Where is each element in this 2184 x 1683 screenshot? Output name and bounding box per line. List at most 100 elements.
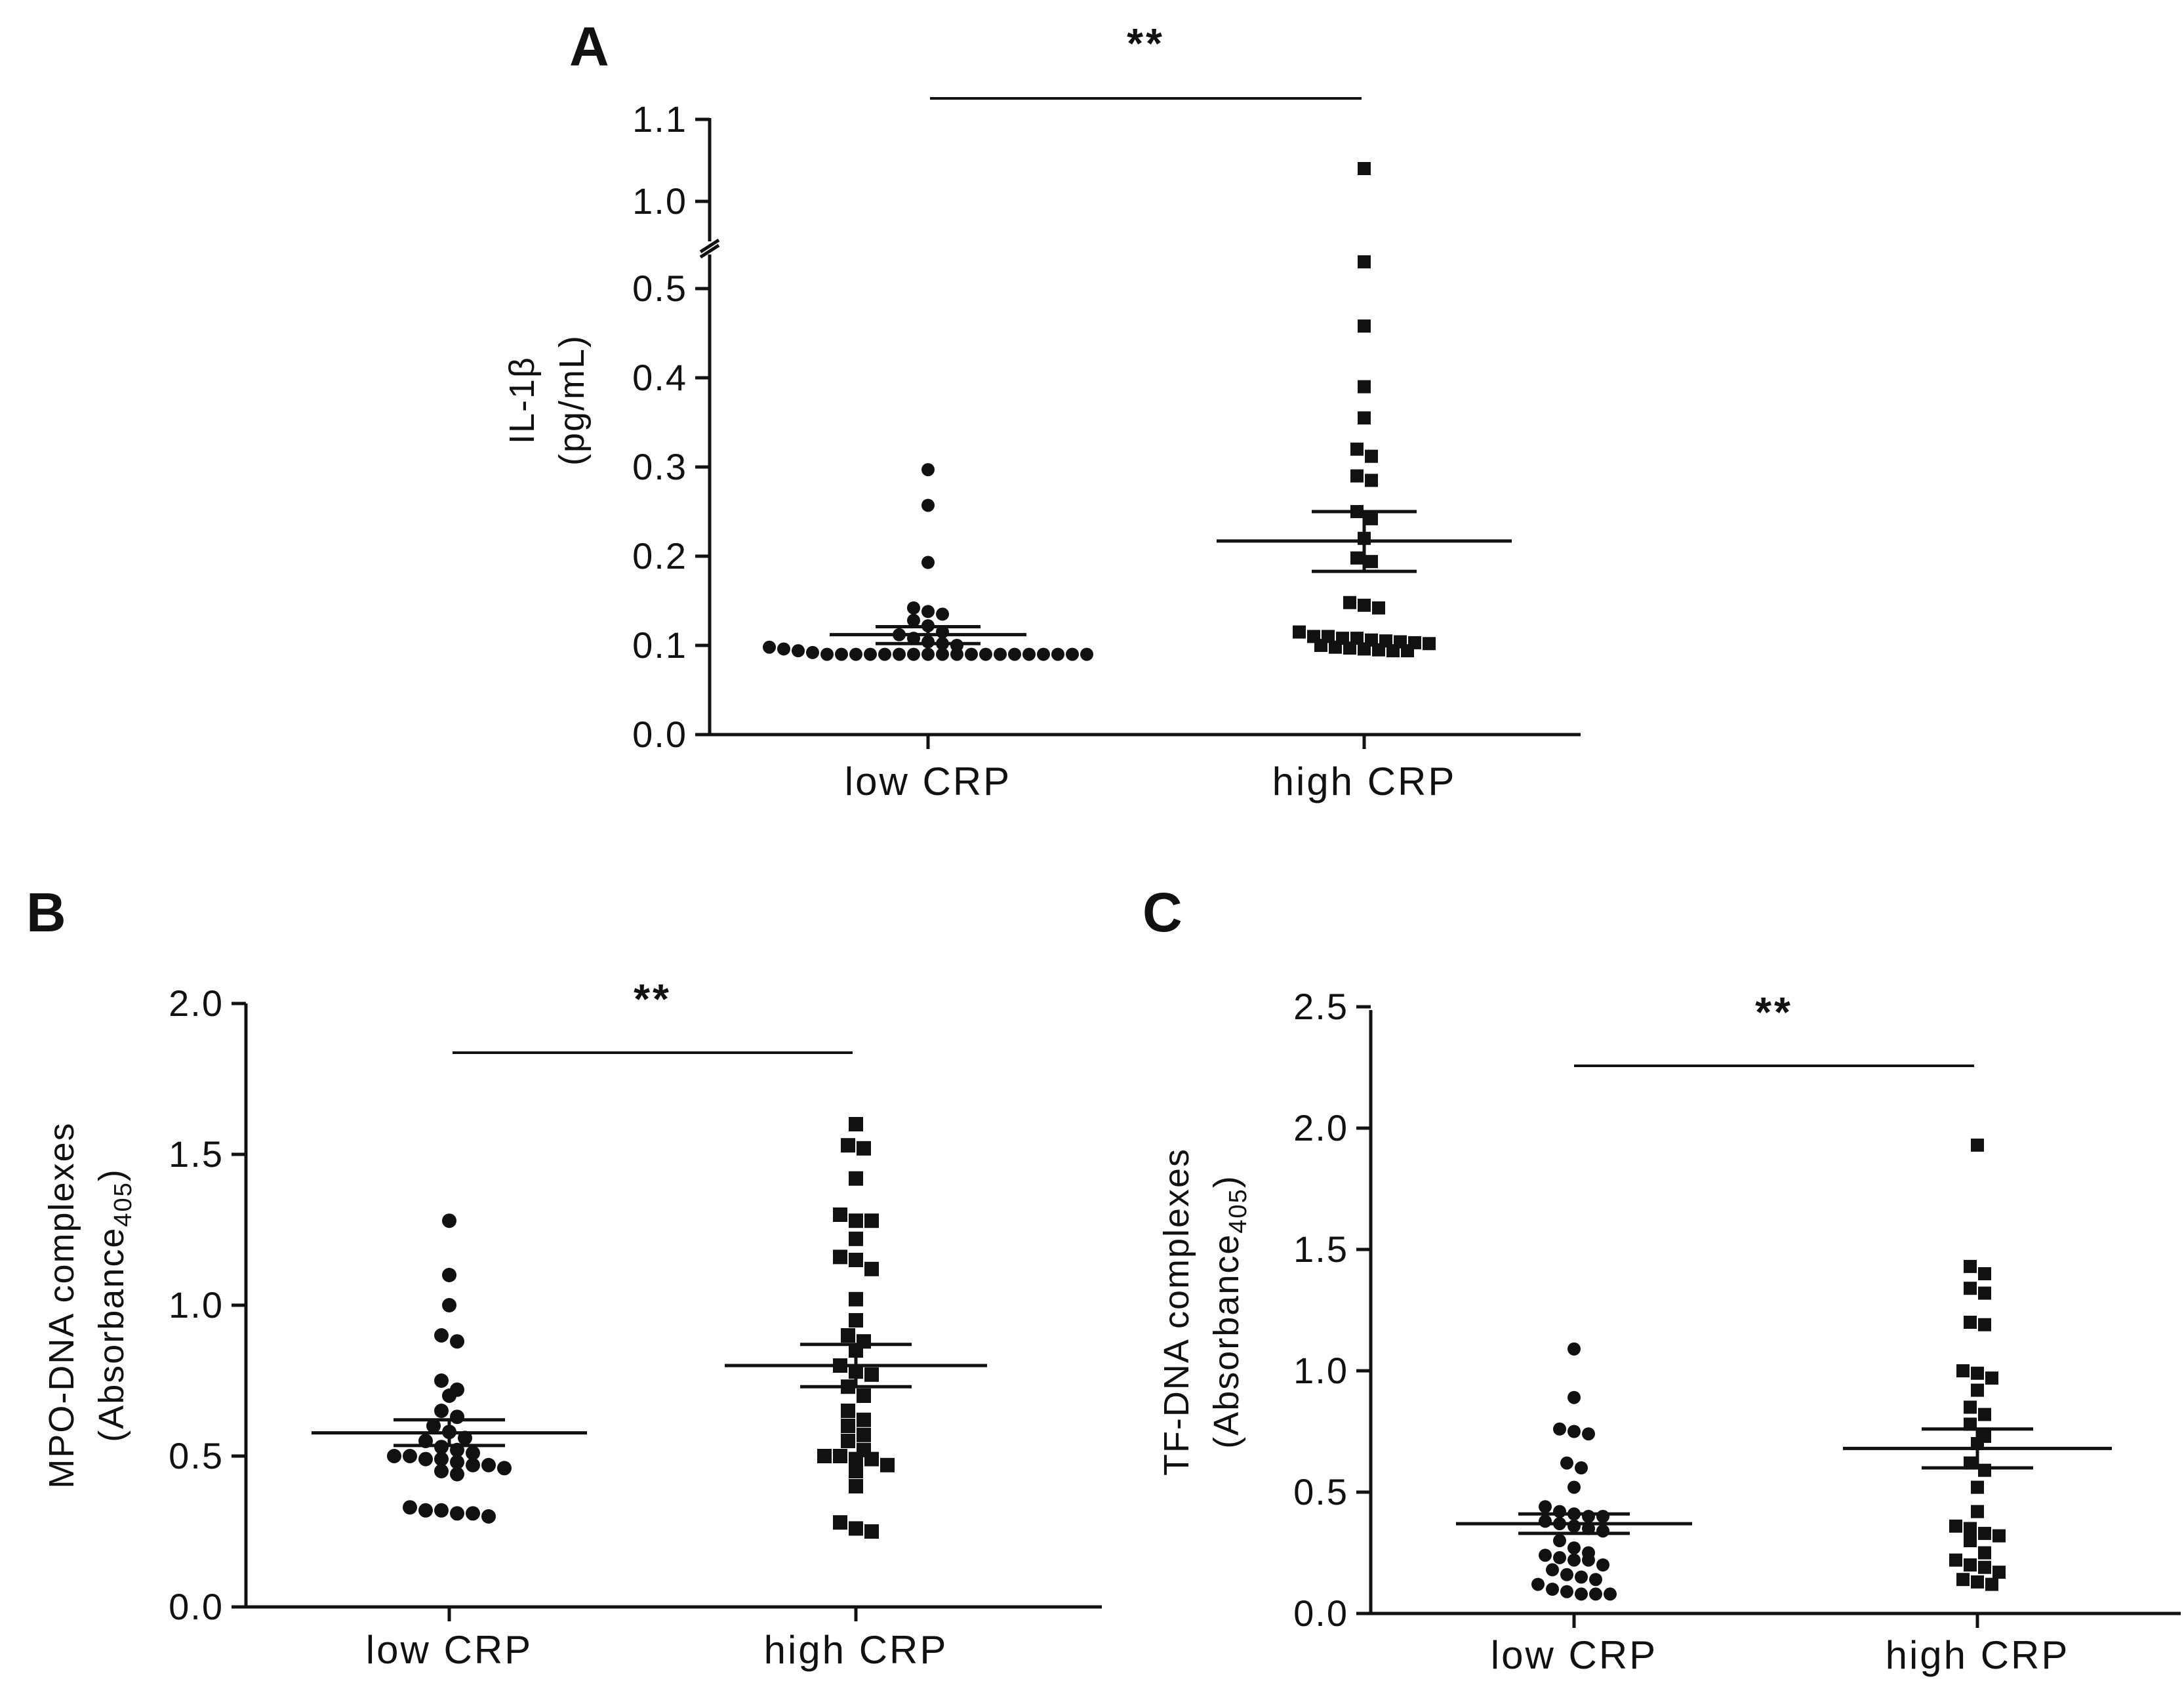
panel-b-low-crp-point [418,1503,433,1518]
panel-b-y-tick-label: 1.0 [169,1284,224,1326]
panel-a-letter: A [569,16,609,77]
panel-a-low-crp-point [994,647,1007,661]
panel-b-low-crp-point [481,1509,496,1524]
panel-c-high-crp-point [1964,1558,1977,1571]
panel-b-high-crp-point [857,1427,871,1442]
panel-a-low-crp-point [835,647,848,661]
panel-a-axis-break-mark-2 [699,243,720,259]
panel-a-y-tick-label: 0.2 [632,535,687,577]
panel-a-low-crp-point [763,640,776,654]
panel-b-high-crp-point [849,1521,863,1536]
panel-a-high-crp-point [1350,551,1364,565]
panel-b-high-crp-point [833,1207,847,1222]
panel-b-high-crp-point [857,1141,871,1156]
panel-c-y-axis-title-close: ) [1207,1175,1246,1188]
panel-b-y-ticks: 0.0 0.5 1.0 1.5 2.0 [169,983,246,1627]
panel-b-high-crp-point [849,1291,863,1307]
panel-c-y-tick-label: 2.0 [1293,1107,1348,1148]
panel-c-y-axis-title-line-2: (Absorbance405) [1207,1175,1252,1449]
panel-c-low-crp-point [1575,1570,1588,1584]
panel-a-y-tick-label: 1.0 [632,180,687,222]
panel-b-high-crp-point [864,1261,879,1276]
panel-a-low-crp-point [777,642,790,656]
panel-b-low-crp-point [466,1457,480,1472]
panel-a-y-tick-label: 0.0 [632,714,687,755]
panel-a-high-crp-point [1358,319,1371,333]
panel-a-high-crp-point [1365,555,1378,569]
panel-a-low-crp-point [936,607,949,621]
panel-b-low-crp-point [434,1328,449,1343]
panel-c-low-crp-point [1560,1568,1573,1581]
panel-c-mean-sem [1456,1427,2112,1535]
panel-b-low-crp-point [426,1419,441,1433]
panel-b-low-crp-point [450,1455,464,1470]
panel-c-high-crp-point [1964,1259,1977,1273]
panel-c-high-crp-point [1971,1480,1984,1494]
panel-b-high-crp-point [849,1451,863,1467]
panel-c-low-crp-point [1596,1558,1609,1571]
panel-c-x-ticks [1572,1613,1979,1628]
panel-c-category-low-crp: low CRP [1491,1633,1657,1677]
panel-b-high-crp-point [841,1328,855,1343]
panel-b-y-axis-title-line-2: (Absorbance405) [92,1168,137,1442]
panel-c-high-crp-point [1964,1400,1977,1414]
panel-a-high-crp-point [1343,596,1356,609]
panel-a-high-crp-point [1329,640,1342,654]
panel-b-low-crp-point [434,1451,449,1467]
panel-a-high-crp-point [1365,474,1378,487]
panel-c-high-crp-point [1956,1573,1970,1587]
panel-a-low-crp-point [907,601,920,615]
panel-c-high-crp-point [1978,1526,1991,1540]
panel-b-low-crp-point [442,1213,456,1228]
panel-c-letter: C [1143,882,1183,943]
panel-b-low-crp-point [403,1449,417,1463]
panel-a-low-crp-point [965,647,978,661]
panel-c-high-crp-point [1964,1282,1977,1295]
panel-a-low-crp-point [950,647,963,661]
panel-a-high-crp-point [1358,598,1371,612]
panel-c-low-crp-point [1553,1422,1566,1436]
panel-a-axis-break-mark [699,238,720,254]
panel-c-y-ticks: 0.0 0.5 1.0 1.5 2.0 2.5 [1293,986,1371,1634]
panel-a-low-crp-point [893,647,906,661]
panel-c-high-crp-point [1964,1522,1977,1535]
panel-c-high-crp-point [1949,1519,1962,1533]
panel-a-low-crp-point [1022,647,1036,661]
panel-b-category-low-crp: low CRP [366,1628,533,1672]
panel-a: A 0.0 0.1 0.2 0.3 0.4 0.5 1.0 1.1 low CRP high … [502,16,1581,803]
panel-a-high-crp-point [1350,469,1364,483]
panel-a-high-crp-point [1343,641,1356,655]
panel-c-low-crp-point [1589,1573,1602,1587]
panel-c-low-crp-point [1567,1541,1581,1555]
panel-a-high-crp-point [1314,639,1327,652]
panel-b-low-crp-point [466,1506,480,1521]
panel-a-category-high-crp: high CRP [1272,760,1457,803]
panel-a-low-crp-point [1066,647,1079,661]
panel-b-category-high-crp: high CRP [764,1628,948,1672]
panel-c-low-crp-point [1546,1583,1559,1596]
panel-a-low-crp-point [820,647,834,661]
panel-c-low-crp-point [1582,1553,1595,1567]
panel-b-significance-label: ** [634,975,672,1023]
panel-b-high-crp-point [849,1479,863,1493]
panel-a-low-crp-point [1037,647,1050,661]
panel-c: C 0.0 0.5 1.0 1.5 2.0 2.5 low CRP high CRP TF… [1143,882,2181,1677]
panel-b-low-crp-point [434,1503,449,1518]
panel-c-high-crp-point [1978,1546,1991,1560]
panel-a-high-crp-point [1365,449,1378,463]
panel-c-low-crp-point [1560,1585,1573,1598]
panel-c-low-crp-point [1596,1524,1609,1538]
panel-b-data-points [387,1117,895,1539]
panel-b-y-axis-title-main: (Absorbance [92,1227,131,1442]
panel-c-high-crp-point [1985,1371,1998,1385]
panel-c-high-crp-point [1978,1286,1991,1300]
panel-a-high-crp-point [1358,162,1371,175]
panel-b-high-crp-point [841,1419,855,1433]
panel-b-low-crp-point [434,1373,449,1388]
panel-a-high-crp-point [1358,411,1371,425]
panel-b-high-crp-point [857,1389,871,1403]
panel-a-low-crp-point [878,647,891,661]
panel-c-low-crp-point [1553,1551,1566,1564]
panel-c-low-crp-point [1539,1549,1552,1562]
